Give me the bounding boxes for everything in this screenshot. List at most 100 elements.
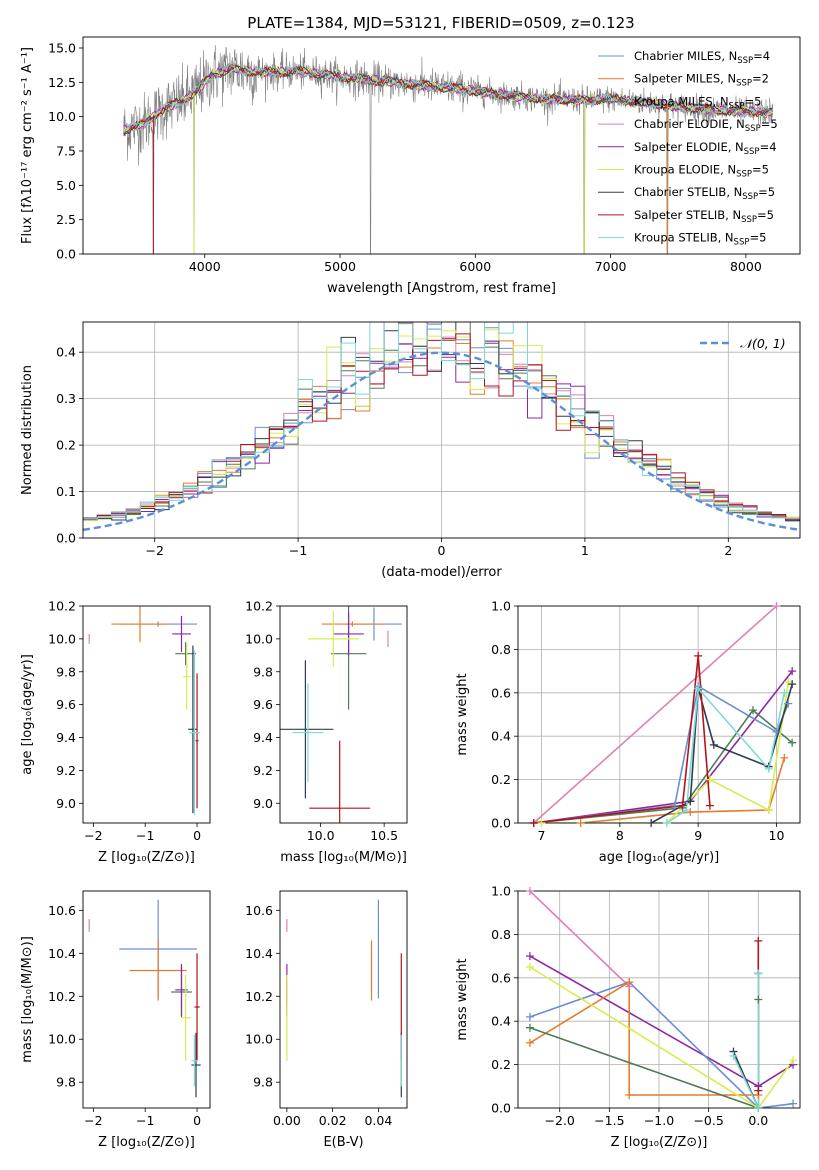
y-tick-label: 9.2	[56, 763, 76, 778]
y-tick-label: 0.2	[56, 438, 76, 453]
legend-label-chabrier-elodie: Chabrier ELODIE, NSSP=5	[634, 117, 778, 134]
y-tick-label: 0.8	[491, 927, 511, 942]
y-tick-label: 10.0	[48, 109, 76, 124]
series-marker-salpeter-miles	[780, 753, 789, 762]
x-tick-label: 0	[193, 828, 201, 843]
y-tick-label: 9.6	[253, 697, 273, 712]
y-tick-label: 10.2	[48, 599, 76, 614]
series-line-salpeter-stelib	[533, 655, 711, 823]
y-tick-label: 9.0	[56, 796, 76, 811]
y-tick-label: 10.0	[245, 631, 273, 646]
series-marker-kroupa-stelib	[780, 688, 789, 697]
y-tick-label: 0.3	[56, 391, 76, 406]
series-marker-salpeter-stelib	[705, 801, 714, 810]
y-tick-label: 9.6	[56, 697, 76, 712]
x-axis-label: wavelength [Angstrom, rest frame]	[327, 281, 556, 296]
series-marker-kroupa-stelib	[682, 805, 691, 814]
y-tick-label: 0.1	[56, 484, 76, 499]
legend-subscript: SSP	[729, 101, 745, 111]
y-tick-label: 7.5	[56, 143, 76, 158]
y-tick-label: 9.4	[56, 730, 76, 745]
legend-label-salpeter-miles: Salpeter MILES, NSSP=2	[634, 72, 769, 89]
legend-subscript: SSP	[736, 79, 752, 89]
x-tick-label: 10.0	[307, 828, 335, 843]
legend-text: Chabrier STELIB, N	[634, 185, 742, 199]
x-tick-label: −2	[84, 828, 102, 843]
series-line-kroupa-stelib	[732, 973, 760, 1108]
y-tick-label: 2.5	[56, 212, 76, 227]
series-marker-salpeter-miles	[625, 978, 634, 987]
series-marker-chabrier-miles	[789, 1099, 798, 1108]
series-marker-kroupa-stelib	[662, 819, 671, 827]
legend-label-normal: 𝒩(0, 1)	[740, 336, 786, 351]
series-marker-salpeter-stelib	[678, 801, 687, 810]
x-tick-label: −1	[136, 1113, 154, 1128]
legend-label-chabrier-miles: Chabrier MILES, NSSP=4	[634, 49, 770, 66]
legend-value: =5	[758, 185, 775, 199]
y-tick-label: 0.2	[491, 772, 511, 787]
series-marker-kroupa-elodie	[789, 1056, 798, 1065]
legend-label-kroupa-elodie: Kroupa ELODIE, NSSP=5	[634, 163, 769, 180]
y-tick-label: 9.8	[253, 664, 273, 679]
x-tick-label: 6000	[459, 259, 491, 274]
series-marker-chabrier-elodie	[772, 602, 781, 610]
series-marker-chabrier-stelib	[686, 797, 695, 806]
series-marker-kroupa-stelib	[694, 684, 703, 693]
y-tick-label: 10.0	[48, 631, 76, 646]
y-axis-label: Normed distribution	[20, 365, 35, 495]
series-marker-kroupa-elodie	[705, 775, 714, 784]
axes-frame	[279, 605, 408, 824]
y-tick-label: 0.0	[491, 816, 511, 831]
series-marker-salpeter-miles	[576, 819, 585, 827]
series-marker-salpeter-stelib	[529, 819, 538, 827]
x-tick-label: 0	[193, 1113, 201, 1128]
legend-subscript: SSP	[734, 238, 750, 248]
y-tick-label: 0.4	[491, 729, 511, 744]
x-tick-label: 7000	[595, 259, 627, 274]
legend-subscript: SSP	[736, 170, 752, 180]
legend-text: Chabrier MILES, N	[634, 49, 737, 63]
y-tick-label: 10.6	[245, 903, 273, 918]
model-spectrum-salpeter-stelib	[123, 63, 774, 136]
y-tick-label: 9.8	[56, 1075, 76, 1090]
legend-label-chabrier-stelib: Chabrier STELIB, NSSP=5	[634, 185, 775, 202]
histogram-kroupa-stelib	[83, 322, 800, 520]
y-axis-label: Flux [fλ10⁻¹⁷ erg cm⁻² s⁻¹ A⁻¹]	[20, 47, 35, 244]
mass-vs-ebv-panel: 0.00 0.02 0.04 9.8 10.0 10.2 10.4 10.6 E(B-V)	[245, 890, 408, 1150]
series-line-chabrier-elodie	[533, 606, 778, 823]
model-spectrum-kroupa-stelib	[123, 63, 774, 132]
y-tick-label: 10.4	[245, 946, 273, 961]
legend-text: Kroupa ELODIE, N	[634, 163, 736, 177]
series-marker-kroupa-stelib	[754, 1104, 763, 1112]
y-tick-label: 0.0	[56, 247, 76, 262]
model-spectrum-kroupa-elodie	[123, 65, 774, 132]
axes-frame	[82, 321, 801, 539]
x-axis-label: Z [log₁₀(Z/Z⊙)]	[98, 850, 195, 865]
legend-subscript: SSP	[737, 56, 753, 66]
x-tick-label: 1	[581, 543, 589, 558]
y-tick-label: 1.0	[491, 884, 511, 899]
y-tick-label: 9.4	[253, 730, 273, 745]
x-tick-label: 10.5	[370, 828, 398, 843]
y-axis-label: mass weight	[455, 958, 470, 1040]
series-marker-kroupa-stelib	[754, 969, 763, 978]
y-tick-label: 0.0	[491, 1101, 511, 1116]
series-line-kroupa-elodie	[529, 966, 794, 1108]
legend-text: Salpeter STELIB, N	[634, 208, 741, 222]
x-axis-label: age [log₁₀(age/yr)]	[599, 850, 720, 865]
legend-value: =5	[744, 94, 761, 108]
legend-subscript: SSP	[741, 215, 757, 225]
legend-value: =4	[760, 140, 777, 154]
series-marker-salpeter-stelib	[754, 1086, 763, 1095]
y-tick-label: 0.6	[491, 685, 511, 700]
series-marker-chabrier-miles	[670, 801, 679, 810]
series-marker-chabrier-stelib	[647, 819, 656, 827]
series-marker-chabrier-stelib	[788, 680, 797, 689]
x-tick-label: 0.04	[364, 1113, 392, 1128]
legend-label-kroupa-miles: Kroupa MILES, NSSP=5	[634, 94, 761, 111]
age-vs-mass-panel: 10.0 10.5 9.0 9.2 9.4 9.6 9.8 10.0 10.2 mass [log…	[245, 599, 408, 865]
x-tick-label: 8000	[730, 259, 762, 274]
plot-area	[88, 899, 201, 1098]
x-tick-label: 7	[538, 828, 546, 843]
series-marker-salpeter-miles	[625, 1090, 634, 1099]
